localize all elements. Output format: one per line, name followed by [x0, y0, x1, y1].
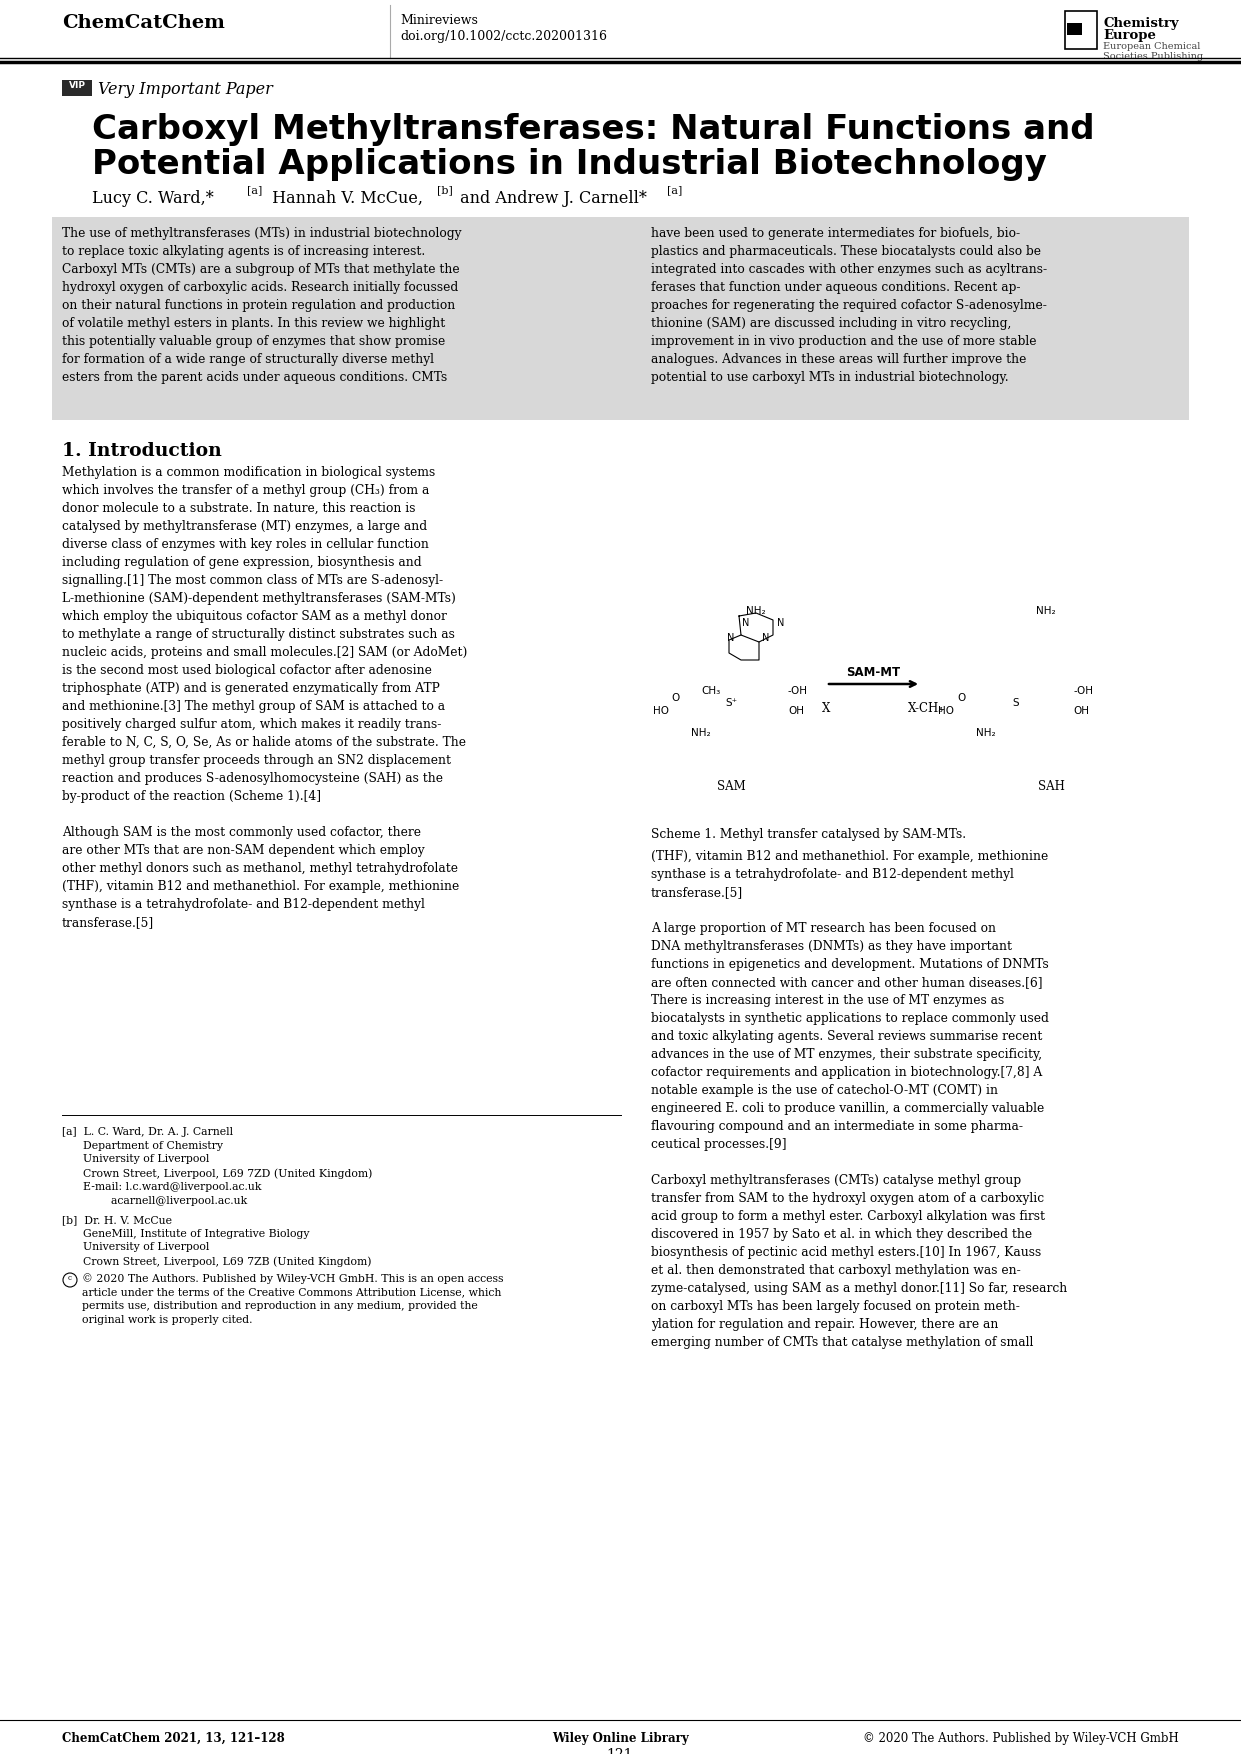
Text: 1. Introduction: 1. Introduction [62, 442, 222, 460]
FancyBboxPatch shape [62, 81, 92, 96]
Text: N: N [742, 617, 750, 628]
FancyBboxPatch shape [1067, 23, 1082, 35]
Text: © 2020 The Authors. Published by Wiley-VCH GmbH. This is an open access
article : © 2020 The Authors. Published by Wiley-V… [82, 1273, 504, 1324]
Text: X: X [822, 702, 830, 716]
Text: SAM-MT: SAM-MT [846, 667, 900, 679]
Text: NH₂: NH₂ [746, 605, 766, 616]
Text: have been used to generate intermediates for biofuels, bio-
plastics and pharmac: have been used to generate intermediates… [652, 226, 1047, 384]
Text: [a]: [a] [247, 184, 262, 195]
Text: CH₃: CH₃ [701, 686, 721, 696]
FancyBboxPatch shape [1065, 11, 1097, 49]
Text: ChemCatChem: ChemCatChem [62, 14, 225, 32]
Text: N: N [762, 633, 769, 644]
Text: Wiley Online Library: Wiley Online Library [552, 1731, 689, 1745]
Text: S: S [1013, 698, 1019, 709]
Text: and Andrew J. Carnell*: and Andrew J. Carnell* [455, 189, 647, 207]
Text: -OH: -OH [1073, 686, 1093, 696]
Text: Hannah V. McCue,: Hannah V. McCue, [267, 189, 423, 207]
Text: © 2020 The Authors. Published by Wiley-VCH GmbH: © 2020 The Authors. Published by Wiley-V… [864, 1731, 1179, 1745]
Text: S⁺: S⁺ [725, 698, 737, 709]
Text: SAH: SAH [1037, 781, 1065, 793]
Text: Chemistry: Chemistry [1103, 18, 1179, 30]
Text: Very Important Paper: Very Important Paper [98, 81, 273, 98]
Text: OH: OH [1073, 707, 1090, 716]
Text: [a]  L. C. Ward, Dr. A. J. Carnell
      Department of Chemistry
      Universit: [a] L. C. Ward, Dr. A. J. Carnell Depart… [62, 1128, 372, 1205]
Text: The use of methyltransferases (MTs) in industrial biotechnology
to replace toxic: The use of methyltransferases (MTs) in i… [62, 226, 462, 384]
Text: Scheme 1. Methyl transfer catalysed by SAM-MTs.: Scheme 1. Methyl transfer catalysed by S… [652, 828, 967, 840]
Text: [b]  Dr. H. V. McCue
      GeneMill, Institute of Integrative Biology
      Univ: [b] Dr. H. V. McCue GeneMill, Institute … [62, 1216, 371, 1266]
Text: OH: OH [788, 707, 804, 716]
Text: [b]: [b] [437, 184, 453, 195]
Text: [a]: [a] [666, 184, 683, 195]
Text: HO: HO [653, 707, 669, 716]
Text: Carboxyl Methyltransferases: Natural Functions and: Carboxyl Methyltransferases: Natural Fun… [92, 112, 1095, 146]
Text: -OH: -OH [788, 686, 808, 696]
Text: N: N [777, 617, 784, 628]
Text: O: O [957, 693, 965, 703]
Text: VIP: VIP [68, 81, 86, 89]
Text: European Chemical: European Chemical [1103, 42, 1200, 51]
FancyBboxPatch shape [52, 217, 1189, 419]
Text: X-CH₃: X-CH₃ [908, 702, 944, 716]
Text: NH₂: NH₂ [1036, 605, 1056, 616]
Text: Methylation is a common modification in biological systems
which involves the tr: Methylation is a common modification in … [62, 467, 468, 930]
Text: 121: 121 [607, 1749, 633, 1754]
Text: Lucy C. Ward,*: Lucy C. Ward,* [92, 189, 213, 207]
Text: N: N [727, 633, 735, 644]
Text: c: c [68, 1273, 72, 1282]
Text: SAM: SAM [716, 781, 746, 793]
Text: NH₂: NH₂ [691, 728, 711, 738]
Text: Minireviews: Minireviews [400, 14, 478, 26]
Text: NH₂: NH₂ [977, 728, 995, 738]
Text: Potential Applications in Industrial Biotechnology: Potential Applications in Industrial Bio… [92, 147, 1047, 181]
Text: (THF), vitamin B12 and methanethiol. For example, methionine
synthase is a tetra: (THF), vitamin B12 and methanethiol. For… [652, 851, 1067, 1349]
Text: ChemCatChem 2021, 13, 121–128: ChemCatChem 2021, 13, 121–128 [62, 1731, 284, 1745]
Text: doi.org/10.1002/cctc.202001316: doi.org/10.1002/cctc.202001316 [400, 30, 607, 44]
Text: HO: HO [938, 707, 954, 716]
Text: Europe: Europe [1103, 30, 1155, 42]
Text: O: O [671, 693, 680, 703]
Text: Societies Publishing: Societies Publishing [1103, 53, 1203, 61]
